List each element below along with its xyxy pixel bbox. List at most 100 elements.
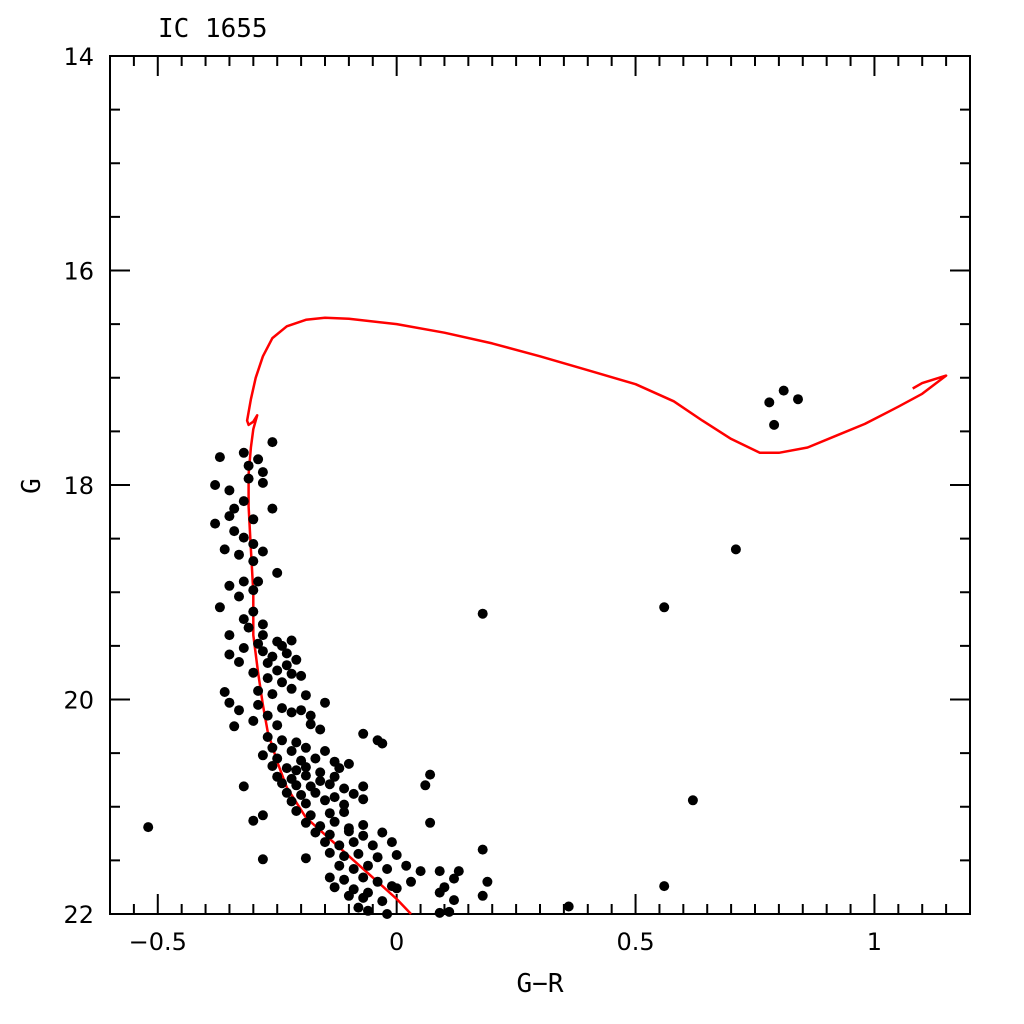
star-point	[224, 630, 235, 641]
star-point	[238, 496, 249, 507]
star-point	[291, 780, 302, 791]
star-point	[310, 753, 321, 764]
star-point	[415, 866, 426, 877]
star-point	[238, 532, 249, 543]
star-point	[300, 817, 311, 828]
star-point	[339, 783, 350, 794]
star-point	[401, 860, 412, 871]
star-point	[277, 640, 287, 651]
star-point	[257, 854, 268, 865]
y-tick-label: 14	[63, 43, 94, 71]
star-point	[262, 673, 273, 684]
star-point	[277, 778, 287, 789]
y-tick-label: 20	[63, 687, 94, 715]
star-point	[778, 385, 789, 396]
star-point	[343, 758, 354, 769]
star-point	[315, 776, 326, 786]
star-point	[272, 753, 283, 764]
star-point	[224, 485, 235, 496]
star-point	[296, 670, 307, 681]
star-point	[210, 480, 221, 490]
star-point	[449, 873, 459, 884]
star-point	[277, 735, 287, 746]
star-point	[324, 872, 335, 883]
star-point	[277, 677, 287, 688]
star-point	[339, 799, 350, 810]
star-point	[382, 864, 393, 874]
star-point	[272, 720, 283, 731]
star-point	[310, 827, 321, 838]
star-point	[262, 658, 273, 668]
star-point	[229, 721, 240, 732]
y-axis-label: G	[17, 478, 47, 494]
star-point	[339, 851, 350, 862]
star-point	[234, 591, 244, 602]
star-point	[769, 419, 780, 430]
star-point	[300, 742, 311, 753]
star-point	[348, 788, 359, 799]
star-point	[444, 906, 455, 917]
star-point	[363, 905, 373, 916]
star-point	[300, 770, 311, 781]
star-point	[286, 635, 297, 646]
star-point	[477, 844, 488, 855]
star-point	[234, 705, 244, 716]
star-point	[267, 761, 278, 771]
star-point	[434, 907, 445, 918]
star-point	[324, 779, 335, 790]
star-point	[348, 837, 359, 848]
star-point	[257, 750, 268, 761]
star-point	[224, 697, 235, 708]
star-point	[257, 630, 268, 641]
star-point	[300, 690, 311, 701]
star-point	[248, 514, 259, 525]
star-point	[286, 707, 297, 718]
star-point	[300, 798, 311, 809]
star-point	[764, 397, 775, 408]
star-point	[793, 394, 803, 405]
star-point	[687, 795, 698, 806]
star-point	[214, 452, 225, 463]
star-point	[286, 796, 297, 807]
star-point	[425, 817, 436, 828]
star-point	[372, 852, 383, 863]
star-point	[659, 602, 670, 613]
x-tick-label: 0.5	[616, 928, 654, 956]
star-point	[281, 660, 292, 671]
star-point	[334, 840, 345, 851]
star-point	[286, 683, 297, 694]
star-point	[257, 619, 268, 630]
star-point	[262, 710, 273, 721]
star-point	[320, 837, 330, 848]
star-point	[291, 765, 302, 776]
star-point	[219, 544, 230, 555]
star-point	[234, 549, 244, 560]
star-point	[286, 746, 297, 756]
star-point	[434, 887, 445, 898]
star-point	[320, 795, 330, 806]
star-point	[253, 576, 264, 587]
star-point	[363, 860, 373, 871]
star-point	[286, 668, 297, 679]
star-point	[305, 719, 316, 730]
star-point	[257, 467, 268, 478]
star-point	[248, 606, 259, 617]
star-point	[358, 781, 369, 792]
star-point	[339, 874, 350, 885]
chart-title: IC 1655	[158, 14, 268, 44]
star-point	[315, 767, 326, 778]
star-point	[248, 556, 259, 567]
star-point	[229, 503, 240, 514]
star-point	[229, 526, 240, 537]
data-layer	[143, 316, 948, 919]
y-tick-label: 18	[63, 472, 94, 500]
star-point	[253, 638, 264, 649]
star-point	[210, 518, 221, 529]
star-point	[224, 511, 235, 522]
star-point	[377, 827, 388, 838]
star-point	[257, 546, 268, 557]
x-tick-label: 1	[867, 928, 882, 956]
x-tick-label: 0	[389, 928, 404, 956]
star-point	[296, 790, 307, 800]
